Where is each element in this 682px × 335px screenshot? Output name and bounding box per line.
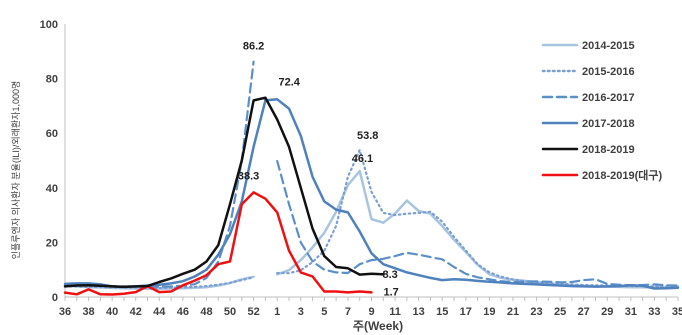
legend: 2014-2015 2015-2016 2016-2017 2017-2018 2018…	[541, 40, 663, 182]
legend-label: 2017-2018	[582, 118, 635, 130]
series-line-2018-2019(대구)	[63, 191, 373, 296]
x-tick-label: 42	[130, 306, 142, 318]
y-tick-label: 80	[46, 74, 58, 86]
y-tick-label: 40	[46, 183, 58, 195]
x-tick-label: 11	[389, 306, 401, 318]
x-tick-label: 3	[298, 306, 304, 318]
x-tick-label: 23	[530, 306, 542, 318]
x-tick-label: 1	[274, 306, 280, 318]
x-tick-label: 48	[200, 306, 212, 318]
x-tick-label: 5	[321, 306, 327, 318]
legend-label: 2014-2015	[582, 40, 635, 52]
x-tick-label: 15	[436, 306, 448, 318]
x-tick-label: 38	[82, 306, 94, 318]
x-tick-label: 21	[507, 306, 519, 318]
x-tick-label: 29	[601, 306, 613, 318]
legend-label: 2015-2016	[582, 66, 635, 78]
y-tick-label: 60	[46, 128, 58, 140]
y-tick-label: 0	[52, 292, 58, 304]
x-tick-label: 33	[648, 306, 660, 318]
y-axis-title: 인플루엔자 의사환자 분율(ILI)/외래환자1,000명	[10, 81, 21, 260]
x-tick-label: 40	[106, 306, 118, 318]
legend-label: 2016-2017	[582, 92, 635, 104]
x-tick-label: 17	[460, 306, 472, 318]
annotation-38.3: 38.3	[238, 170, 259, 182]
legend-label: 2018-2019	[582, 144, 635, 156]
data-annotations: 86.2 72.4 53.8 46.1 38.3 8.3 1.7	[238, 41, 399, 299]
y-axis: 0 20 40 60 80 100	[40, 19, 66, 304]
y-tick-label: 100	[40, 19, 58, 31]
x-tick-label: 19	[483, 306, 495, 318]
x-axis-title: 주(Week)	[353, 319, 403, 333]
x-tick-label: 35	[672, 306, 682, 318]
x-tick-label: 50	[224, 306, 236, 318]
y-tick-label: 20	[46, 237, 58, 249]
x-tick-label: 36	[59, 306, 71, 318]
legend-label: 2018-2019(대구)	[582, 168, 663, 182]
x-tick-label: 44	[153, 306, 166, 318]
x-tick-label: 27	[578, 306, 590, 318]
annotation-53.8: 53.8	[357, 130, 378, 142]
annotation-46.1: 46.1	[352, 153, 373, 165]
annotation-72.4: 72.4	[278, 76, 300, 88]
x-tick-label: 13	[413, 306, 425, 318]
x-tick-label: 46	[177, 306, 189, 318]
series-line-2017-2018	[63, 98, 680, 290]
x-tick-label: 9	[368, 306, 374, 318]
annotation-1.7: 1.7	[384, 286, 399, 298]
x-tick-label: 52	[247, 306, 259, 318]
x-axis: 36 38 40 42 44 46 48 50 52 1 3 5 7 9 11 13 15 17 19 21 23 25 2…	[59, 296, 682, 318]
x-tick-label: 25	[554, 306, 566, 318]
series-lines	[63, 60, 680, 296]
annotation-8.3: 8.3	[383, 269, 398, 281]
annotation-86.2: 86.2	[243, 41, 264, 53]
x-tick-label: 31	[625, 306, 637, 318]
x-tick-label: 7	[345, 306, 351, 318]
series-line-2018-2019	[63, 96, 385, 289]
